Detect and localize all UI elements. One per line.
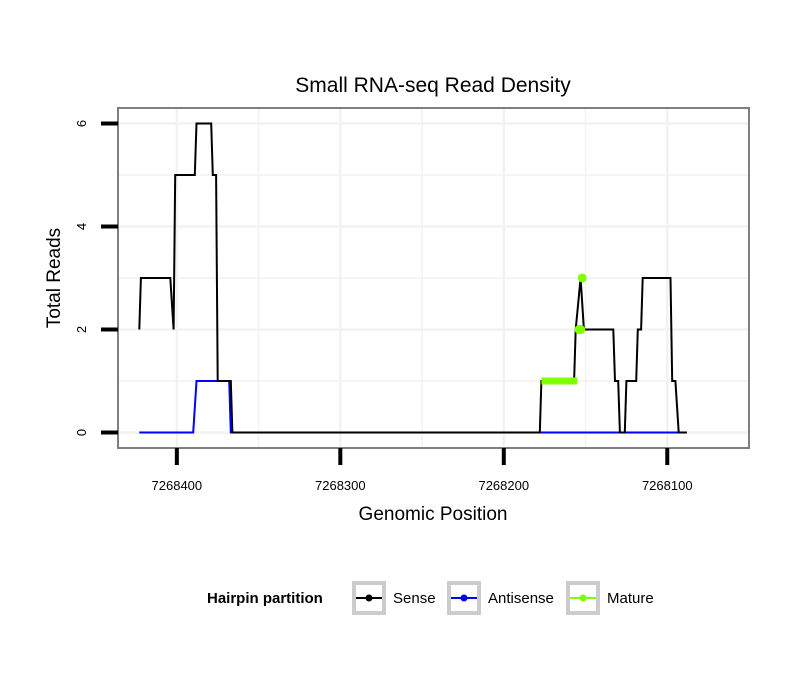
x-axis-label: Genomic Position bbox=[359, 504, 508, 525]
legend-title: Hairpin partition bbox=[207, 590, 323, 607]
plot-panel bbox=[117, 107, 750, 449]
legend-marker-mature bbox=[579, 594, 587, 602]
series-point-mature bbox=[576, 325, 586, 335]
x-tick-label: 7268200 bbox=[478, 478, 529, 493]
x-tick-label: 7268400 bbox=[152, 478, 203, 493]
legend-item-mature: Mature bbox=[566, 581, 654, 615]
y-tick-label: 6 bbox=[74, 120, 89, 127]
y-tick-label: 2 bbox=[74, 326, 89, 333]
y-tick-label: 4 bbox=[74, 223, 89, 230]
series-sense bbox=[138, 122, 687, 434]
series-mature bbox=[541, 273, 587, 385]
x-tick-label: 7268300 bbox=[315, 478, 366, 493]
y-tick-label: 0 bbox=[74, 429, 89, 436]
panel-border bbox=[117, 107, 750, 449]
y-axis: 0 2 4 6 bbox=[74, 120, 118, 436]
legend-label-antisense: Antisense bbox=[488, 590, 554, 607]
chart-title: Small RNA-seq Read Density bbox=[295, 74, 571, 97]
series-layer bbox=[138, 122, 687, 434]
y-axis-label: Total Reads bbox=[44, 228, 65, 328]
legend-marker-antisense bbox=[460, 594, 468, 602]
x-tick-label: 7268100 bbox=[642, 478, 693, 493]
legend-label-sense: Sense bbox=[393, 590, 436, 607]
legend: Hairpin partition Sense Antisense Mature bbox=[207, 581, 654, 615]
legend-item-antisense: Antisense bbox=[447, 581, 554, 615]
x-axis: 7268400 7268300 7268200 7268100 bbox=[152, 448, 693, 493]
legend-marker-sense bbox=[365, 594, 373, 602]
legend-label-mature: Mature bbox=[607, 590, 654, 607]
series-point-mature bbox=[577, 273, 587, 283]
legend-item-sense: Sense bbox=[352, 581, 436, 615]
series-line-sense bbox=[138, 122, 687, 434]
